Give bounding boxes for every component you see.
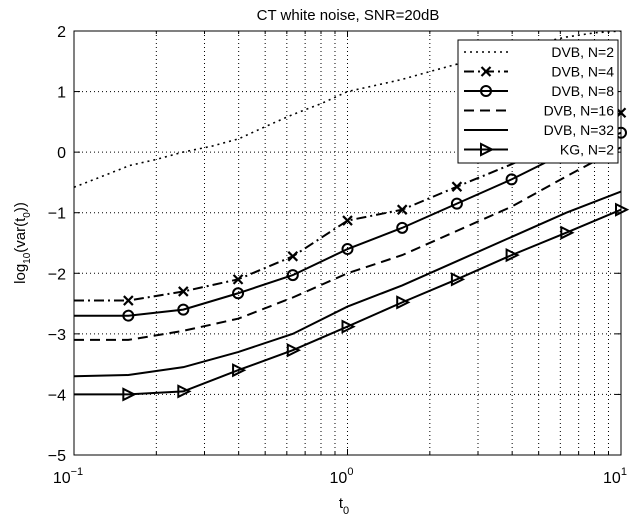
y-label-post: )) [12,202,29,212]
y-tick-label: −4 [48,387,66,404]
legend-item: DVB, N=8 [464,83,614,99]
legend-item: DVB, N=4 [464,64,614,80]
x-tick-exp: −1 [71,466,84,478]
x-tick-label: 101 [603,466,627,487]
legend-label: DVB, N=4 [551,64,614,80]
marker-triangle [505,247,520,263]
marker-triangle [450,272,466,287]
marker-x [232,274,244,285]
series-3 [74,126,627,322]
y-tick-label: −5 [48,448,66,465]
marker-triangle [286,343,302,358]
marker-triangle [232,363,247,378]
legend-item: DVB, N=16 [464,103,614,119]
y-label-sub2: 0 [22,212,33,218]
legend-label: KG, N=2 [560,142,614,158]
legend-label: DVB, N=16 [544,103,615,119]
y-label-mid: (var(t [12,217,29,253]
legend-box [457,39,619,164]
marker-circle [396,221,409,234]
x-tick-labels: 10−1 100 101 [53,466,627,487]
series-line [74,190,621,378]
marker-circle [450,197,463,210]
y-axis-label: log10(var(t0)) [12,202,33,284]
marker-x [342,215,353,226]
x-label-main: t [339,495,344,512]
marker-circle [286,269,299,282]
legend-label: DVB, N=2 [551,44,614,60]
y-tick-label: 0 [57,145,66,162]
y-tick-label: −3 [48,327,66,344]
marker-x [178,286,189,297]
y-tick-label: −2 [48,266,66,283]
series-5 [74,190,621,378]
y-tick-labels: −5 −4 −3 −2 −1 0 1 2 [48,24,66,465]
x-axis-label: t0 [339,495,349,517]
series-6 [74,202,630,402]
y-tick-label: −1 [48,206,66,223]
legend-label: DVB, N=32 [544,122,615,138]
marker-circle [341,243,354,256]
series-1 [74,31,621,189]
marker-triangle [177,384,192,399]
marker-x [123,295,134,306]
legend: DVB, N=2 DVB, N=4 DVB, N=8 DVB, N=16 DVB, N=… [457,39,619,164]
x-tick-base: 10 [603,470,621,487]
series-4 [74,146,621,341]
marker-triangle [341,319,356,334]
marker-triangle [122,387,137,402]
marker-circle [122,309,135,322]
series-line [74,31,621,189]
x-tick-exp: 1 [621,466,627,478]
y-tick-label: 1 [57,85,66,102]
legend-label: DVB, N=8 [551,83,614,99]
marker-circle [505,173,518,186]
marker-triangle [396,295,411,310]
x-tick-base: 10 [53,470,71,487]
y-label-sub: 10 [22,252,33,264]
x-tick-label: 10−1 [53,466,83,487]
legend-item: KG, N=2 [464,142,614,158]
series-line [74,131,621,317]
marker-triangle [560,225,575,240]
x-tick-label: 100 [330,466,354,487]
marker-x [451,181,463,192]
tick-marks [73,30,622,456]
marker-x [396,204,408,215]
x-label-sub: 0 [343,505,349,517]
legend-item: DVB, N=2 [464,44,614,60]
marker-triangle [480,142,495,157]
marker-x [287,251,299,262]
marker-x [480,66,492,77]
y-label-log: log [12,264,29,284]
series-line [74,146,621,341]
legend-item: DVB, N=32 [464,122,614,138]
legend-items: DVB, N=2 DVB, N=4 DVB, N=8 DVB, N=16 DVB, N=… [464,44,614,158]
marker-circle [480,85,492,97]
chart-title: CT white noise, SNR=20dB [257,7,440,24]
series-line [74,208,621,396]
x-tick-base: 10 [330,470,348,487]
marker-circle [232,287,245,300]
y-tick-label: 2 [57,24,66,41]
marker-circle [177,303,190,316]
x-tick-exp: 0 [347,466,353,478]
